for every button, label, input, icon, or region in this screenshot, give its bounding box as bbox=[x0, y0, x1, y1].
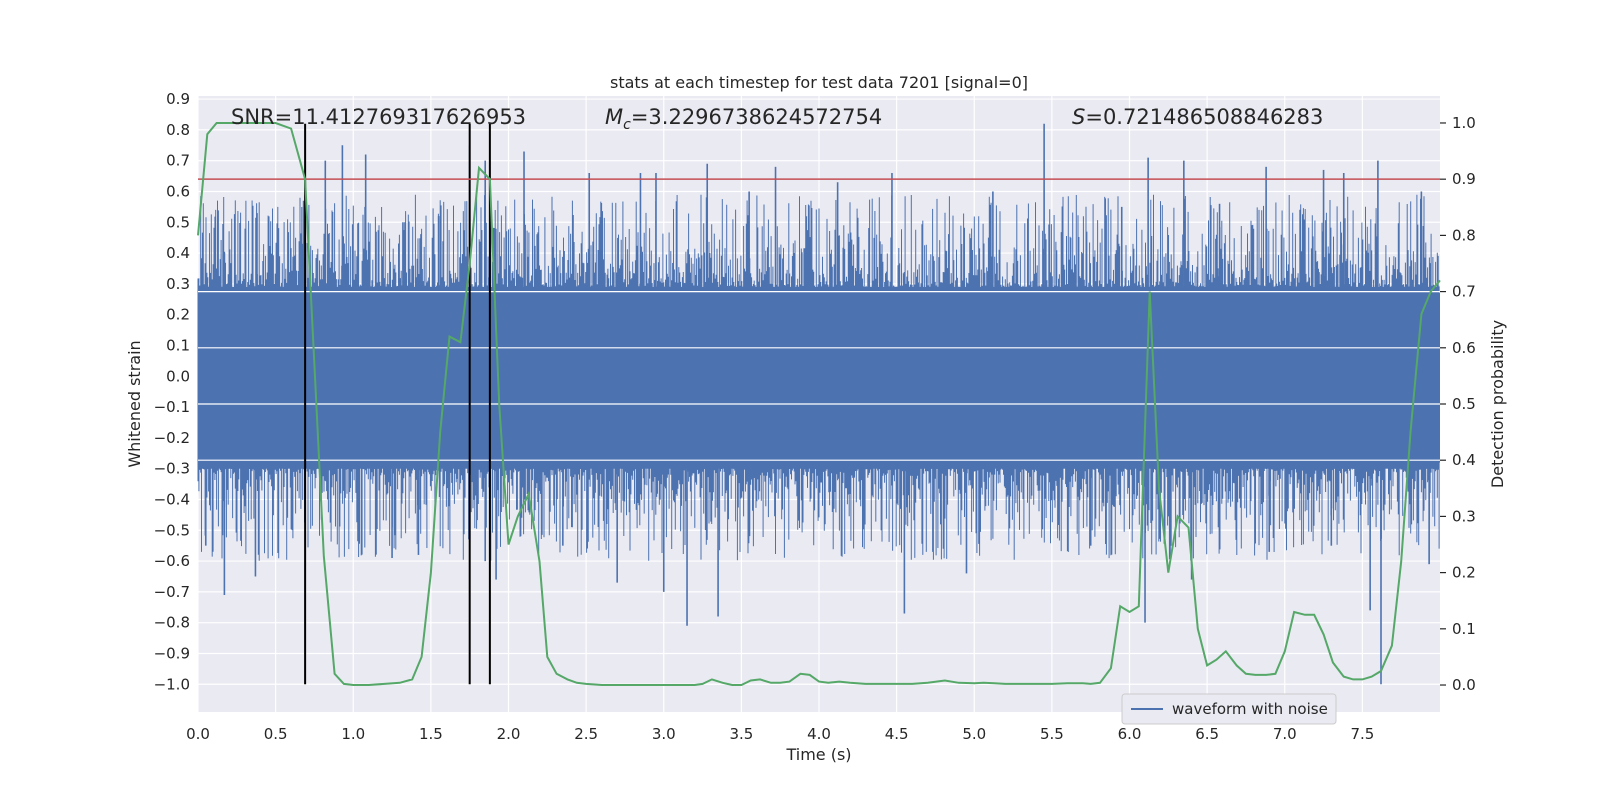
vertical-markers bbox=[304, 123, 491, 685]
x-tick-label: 5.5 bbox=[1040, 725, 1064, 743]
y-left-tick-label: 0.5 bbox=[166, 213, 190, 231]
y-right-axis-label: Detection probability bbox=[1488, 320, 1507, 488]
x-tick-label: 3.0 bbox=[652, 725, 676, 743]
chirp-mass-symbol: M bbox=[605, 105, 623, 129]
y-right-tick-label: 0.9 bbox=[1452, 170, 1476, 188]
y-left-tick-label: 0.1 bbox=[166, 336, 190, 354]
y-left-tick-label: 0.4 bbox=[166, 244, 190, 262]
x-axis-label: Time (s) bbox=[785, 745, 851, 764]
x-tick-label: 0.0 bbox=[186, 725, 210, 743]
x-tick-label: 2.5 bbox=[574, 725, 598, 743]
x-tick-label: 1.0 bbox=[341, 725, 365, 743]
waveform-noise bbox=[197, 194, 1440, 561]
x-axis-ticks: 0.0 0.5 1.0 1.5 2.0 2.5 3.0 3.5 4.0 4.5 5.0 5.5 6.0 6… bbox=[186, 725, 1374, 743]
y-right-tick-label: 0.6 bbox=[1452, 339, 1476, 357]
x-tick-label: 6.0 bbox=[1118, 725, 1142, 743]
x-tick-label: 1.5 bbox=[419, 725, 443, 743]
x-tick-label: 0.5 bbox=[264, 725, 288, 743]
y-right-tick-label: 0.2 bbox=[1452, 564, 1476, 582]
y-left-tick-label: −0.9 bbox=[154, 644, 190, 662]
x-tick-label: 4.5 bbox=[885, 725, 909, 743]
legend-box bbox=[1121, 693, 1337, 725]
y-right-tick-label: 0.7 bbox=[1452, 283, 1476, 301]
chart-title: stats at each timestep for test data 720… bbox=[610, 73, 1028, 92]
y-left-axis-label: Whitened strain bbox=[125, 340, 144, 467]
y-left-tick-label: 0.0 bbox=[166, 367, 190, 385]
y-right-tick-label: 1.0 bbox=[1452, 114, 1476, 132]
y-right-tick-label: 0.8 bbox=[1452, 226, 1476, 244]
y-right-tick-label: 0.4 bbox=[1452, 451, 1476, 469]
y-left-tick-label: −0.3 bbox=[154, 460, 190, 478]
y-left-tick-label: −1.0 bbox=[154, 675, 190, 693]
y-left-tick-label: 0.2 bbox=[166, 306, 190, 324]
s-annotation: S=0.721486508846283 bbox=[1072, 105, 1323, 129]
x-tick-label: 2.0 bbox=[497, 725, 521, 743]
y-right-axis-ticks: 0.0 0.1 0.2 0.3 0.4 0.5 0.6 0.7 0.8 0.9 1.0 bbox=[1440, 114, 1476, 694]
y-right-tick-label: 0.5 bbox=[1452, 395, 1476, 413]
y-left-axis-ticks: 0.9 0.8 0.7 0.6 0.5 0.4 0.3 0.2 0.1 0.0 −0.1 −0.2 −0… bbox=[154, 90, 190, 693]
y-left-tick-label: −0.5 bbox=[154, 521, 190, 539]
detection-probability-line bbox=[197, 122, 1441, 686]
chirp-mass-value: =3.2296738624572754 bbox=[631, 105, 882, 129]
y-left-tick-label: 0.7 bbox=[166, 152, 190, 170]
snr-annotation: SNR=11.412769317626953 bbox=[231, 105, 526, 129]
y-right-tick-label: 0.1 bbox=[1452, 620, 1476, 638]
x-tick-label: 6.5 bbox=[1195, 725, 1219, 743]
y-left-tick-label: −0.1 bbox=[154, 398, 190, 416]
legend: waveform with noise bbox=[1121, 693, 1337, 725]
y-left-tick-label: 0.3 bbox=[166, 275, 190, 293]
s-symbol: S bbox=[1072, 105, 1085, 129]
waveform-series bbox=[197, 123, 1440, 685]
y-right-tick-label: 0.0 bbox=[1452, 676, 1476, 694]
chirp-mass-subscript: c bbox=[623, 117, 631, 133]
legend-waveform-label: waveform with noise bbox=[1172, 700, 1328, 718]
y-left-tick-label: 0.6 bbox=[166, 182, 190, 200]
x-tick-label: 7.5 bbox=[1350, 725, 1374, 743]
y-left-tick-label: −0.2 bbox=[154, 429, 190, 447]
y-left-tick-label: −0.6 bbox=[154, 552, 190, 570]
x-tick-label: 3.5 bbox=[729, 725, 753, 743]
y-left-tick-label: −0.7 bbox=[154, 583, 190, 601]
chirp-mass-annotation: Mc=3.2296738624572754 bbox=[605, 105, 882, 133]
y-right-tick-label: 0.3 bbox=[1452, 507, 1476, 525]
x-tick-label: 4.0 bbox=[807, 725, 831, 743]
y-left-tick-label: −0.8 bbox=[154, 614, 190, 632]
y-left-tick-label: 0.8 bbox=[166, 121, 190, 139]
y-left-tick-label: 0.9 bbox=[166, 90, 190, 108]
x-tick-label: 5.0 bbox=[962, 725, 986, 743]
x-tick-label: 7.0 bbox=[1273, 725, 1297, 743]
s-value: =0.721486508846283 bbox=[1085, 105, 1323, 129]
y-left-tick-label: −0.4 bbox=[154, 490, 190, 508]
